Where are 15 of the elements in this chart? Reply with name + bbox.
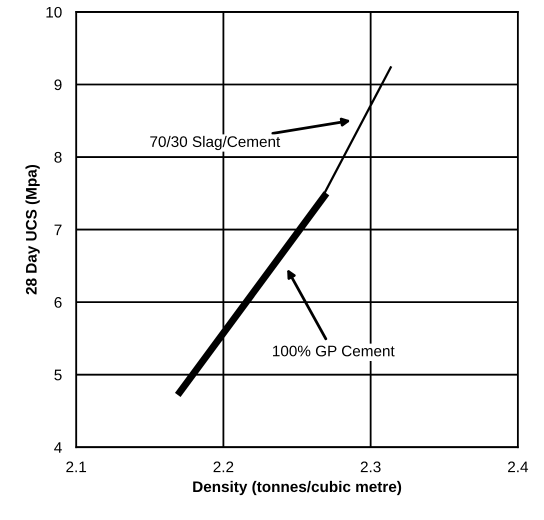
x-tick-label: 2.1 (66, 461, 86, 472)
x-tick-label: 2.2 (214, 461, 234, 472)
y-axis-title: 28 Day UCS (Mpa) (25, 164, 40, 294)
annotation: 100% GP Cement (273, 346, 395, 356)
y-tick-label: 8 (54, 152, 62, 163)
x-tick-label: 2.4 (508, 461, 528, 472)
x-axis-title: Density (tonnes/cubic metre) (193, 480, 402, 496)
y-tick-label: 5 (54, 370, 62, 380)
y-tick-label: 7 (54, 224, 62, 236)
y-tick-label: 9 (54, 79, 62, 90)
y-tick-label: 6 (54, 296, 62, 308)
y-tick-label: 10 (46, 6, 62, 18)
annotation: 70/30 Slag/Cement (150, 136, 280, 150)
y-tick-label: 4 (54, 442, 62, 453)
x-tick-label: 2.3 (360, 461, 381, 472)
